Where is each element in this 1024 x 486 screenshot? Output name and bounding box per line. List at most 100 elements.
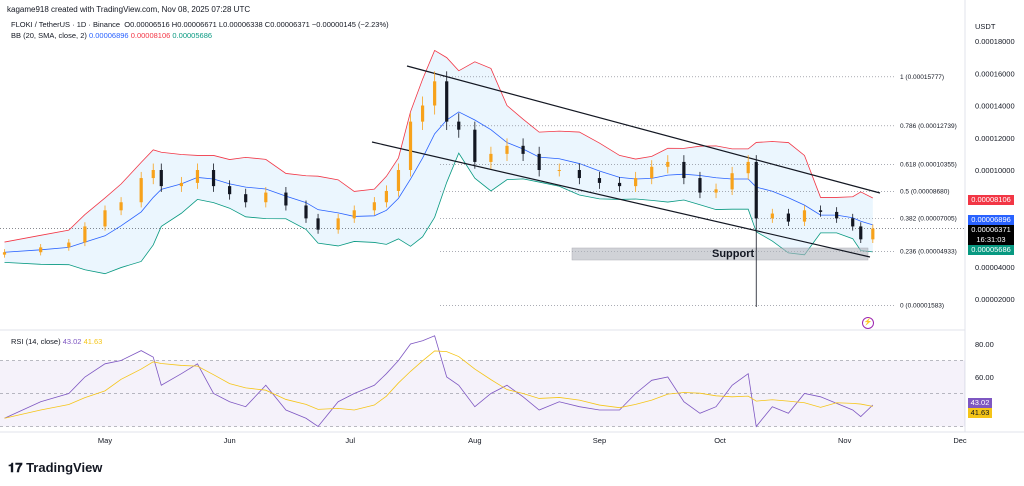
bb-upper-line	[4, 49, 873, 243]
bb-upper-price-label: 0.00008106	[968, 195, 1014, 205]
time-tick: Sep	[593, 436, 606, 445]
candle-body	[139, 178, 143, 203]
symbol-legend: FLOKI / TetherUS · 1D · Binance O0.00006…	[11, 20, 389, 29]
bb-upper-value: 0.00008106	[130, 31, 171, 40]
bb-lower-price-label: 0.00005686	[968, 245, 1014, 255]
candle-body	[746, 161, 750, 174]
candle-body	[730, 173, 734, 190]
rsi-line	[4, 335, 874, 428]
tradingview-logo[interactable]: 𝟏𝟕 TradingView	[8, 460, 102, 476]
candle-body	[316, 218, 320, 230]
fib-level-label: 0 (0.00001583)	[900, 303, 944, 310]
candle-body	[818, 210, 823, 212]
rsi-legend[interactable]: RSI (14, close) 43.02 41.63	[11, 337, 102, 346]
bb-basis-value: 0.00006896	[88, 31, 129, 40]
fib-level-label: 0.5 (0.00008680)	[900, 188, 950, 195]
candle-body	[284, 192, 288, 206]
time-tick: Jul	[345, 436, 355, 445]
candle-body	[770, 213, 774, 219]
fib-level-label: 0.236 (0.00004933)	[900, 249, 957, 256]
rsi-price-label: 43.02	[968, 398, 992, 408]
ohlc-values: O0.00006516 H0.00006671 L0.00006338 C0.0…	[124, 20, 389, 29]
candle-body	[634, 178, 638, 187]
candle-body	[211, 170, 216, 187]
candle-body	[372, 202, 376, 211]
candle-body	[521, 145, 525, 154]
candle-body	[473, 129, 477, 162]
candle-body	[714, 189, 718, 193]
channel-upper-line	[406, 65, 881, 194]
fib-level-label: 0.382 (0.00007005)	[900, 215, 957, 222]
rsi-ma-price-label: 41.63	[968, 408, 992, 418]
bb-lower-line	[4, 152, 873, 275]
rsi-value: 43.02	[62, 337, 82, 346]
candle-body	[264, 192, 268, 203]
price-tick: 0.00016000	[975, 69, 1015, 78]
support-zone	[571, 247, 869, 261]
channel-lower-line	[371, 141, 871, 258]
candle-body	[151, 170, 155, 179]
fib-level-label: 0.618 (0.00010355)	[900, 161, 957, 168]
rsi-tick: 60.00	[975, 373, 994, 382]
last-price: 0.00006371	[971, 225, 1011, 234]
candle-body	[445, 81, 449, 122]
price-tick: 0.00004000	[975, 263, 1015, 272]
candle-body	[650, 166, 654, 179]
candle-body	[2, 252, 7, 255]
candle-body	[195, 170, 200, 183]
price-tick: 0.00014000	[975, 102, 1015, 111]
candle-body	[83, 226, 87, 243]
candle-body	[577, 170, 581, 179]
candle-body	[336, 218, 340, 230]
chart-credit: kagame918 created with TradingView.com, …	[7, 5, 251, 14]
candle-body	[408, 121, 413, 170]
tv-logo-icon: 𝟏𝟕	[8, 460, 27, 475]
candle-body	[871, 228, 875, 240]
symbol-name[interactable]: FLOKI / TetherUS · 1D · Binance	[11, 20, 121, 29]
candle-body	[39, 247, 43, 253]
bb-lower-value: 0.00005686	[172, 31, 213, 40]
candle-body	[851, 218, 855, 227]
fib-level-label: 0.786 (0.00012739)	[900, 123, 957, 130]
rsi-ma-value: 41.63	[83, 337, 103, 346]
candle-body	[159, 170, 163, 187]
candle-body	[505, 145, 509, 154]
bb-basis-price-label: 0.00006896	[968, 215, 1014, 225]
bb-fill	[4, 50, 873, 274]
support-label: Support	[712, 248, 755, 260]
candle-body	[119, 202, 123, 211]
candle-body	[786, 213, 790, 222]
candle-body	[304, 205, 308, 219]
candle-body	[103, 210, 107, 227]
last-price-label: 0.00006371 16:31:03	[968, 225, 1014, 245]
candle-body	[617, 182, 622, 187]
candle-body	[179, 182, 183, 187]
time-tick: Dec	[953, 436, 967, 445]
rsi-label: RSI (14, close)	[11, 337, 61, 346]
candle-body	[384, 190, 388, 203]
candle-body	[859, 226, 863, 240]
time-tick: Aug	[468, 436, 481, 445]
candle-body	[597, 178, 602, 183]
time-tick: Nov	[838, 436, 852, 445]
candle-body	[754, 161, 758, 219]
candle-body	[682, 161, 686, 179]
price-tick: 0.00018000	[975, 37, 1015, 46]
candle-body	[420, 105, 425, 122]
candle-body	[228, 186, 232, 195]
candle-body	[396, 170, 401, 191]
price-tick: 0.00002000	[975, 295, 1015, 304]
bb-label: BB (20, SMA, close, 2)	[11, 31, 87, 40]
candle-body	[557, 170, 561, 171]
bb-legend[interactable]: BB (20, SMA, close, 2) 0.00006896 0.0000…	[11, 31, 212, 40]
currency-label[interactable]: USDT	[975, 22, 996, 31]
candle-body	[457, 121, 461, 130]
lightning-icon[interactable]: ⚡	[862, 317, 874, 329]
price-tick: 0.00010000	[975, 166, 1015, 175]
rsi-ma-line	[4, 350, 873, 419]
price-tick: 0.00012000	[975, 134, 1015, 143]
rsi-tick: 80.00	[975, 340, 994, 349]
candle-body	[433, 81, 437, 106]
candle-body	[835, 211, 839, 219]
